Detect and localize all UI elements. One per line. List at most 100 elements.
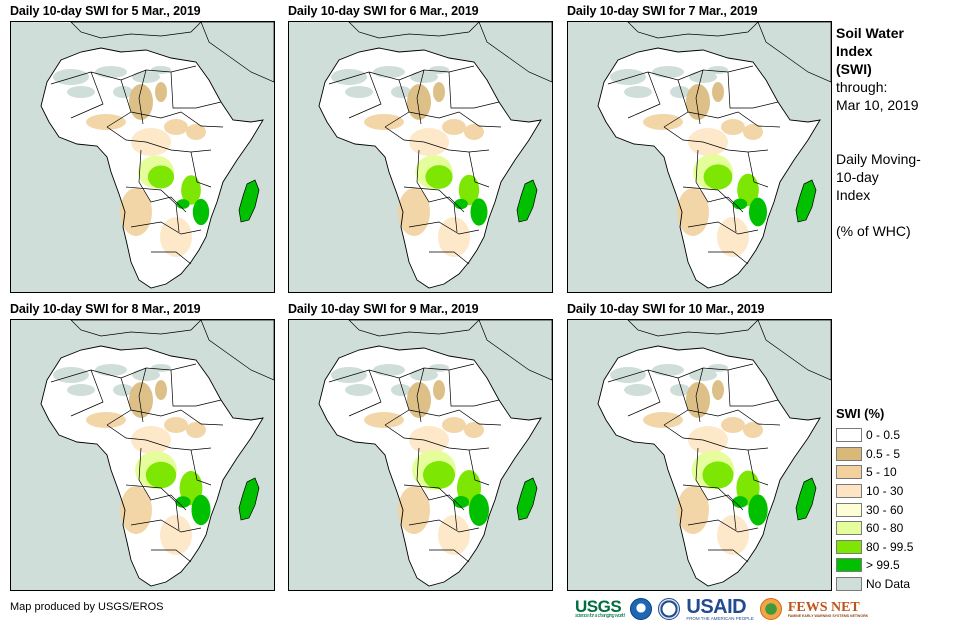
partner-logos: USGS science for a changing world USAID … [575,596,868,622]
index-description: Daily Moving- [836,151,921,167]
saturated-region-above-99 [191,494,211,526]
dry-soil-region [186,422,206,438]
dry-soil-region [712,380,724,400]
country-border [170,369,222,407]
noaa-logo-icon [630,598,653,620]
country-border [416,447,465,511]
country-border [408,221,480,235]
legend-swatch [836,484,862,499]
legend-swatch [836,521,862,536]
country-border [384,424,490,451]
legend-label: 10 - 30 [866,484,904,499]
fews-tagline: FAMINE EARLY WARNING SYSTEMS NETWORK [787,613,869,618]
country-border [695,149,744,213]
country-border [448,71,500,109]
madagascar [795,179,817,223]
country-border [403,484,458,531]
saturated-region-above-99 [192,198,210,226]
africa-coastline [597,47,821,289]
dry-soil-region [677,188,709,236]
country-border [125,484,180,531]
legend-item: 30 - 60 [836,500,913,519]
country-border [138,69,147,125]
country-border [138,367,147,423]
dry-soil-region [643,114,683,130]
legend-swatch [836,446,862,461]
legend-label: 5 - 10 [866,465,897,480]
country-border [348,71,382,119]
country-border [627,71,661,119]
saturated-region-above-99 [748,494,768,526]
no-data-region [345,86,373,98]
through-label: through: [836,79,888,95]
no-data-region [132,71,160,83]
africa-swi-map [10,319,275,591]
legend-label: 0.5 - 5 [866,446,901,461]
country-border [130,221,202,235]
wet-region-80-99 [425,165,453,189]
no-data-region [689,71,717,83]
through-date: Mar 10, 2019 [836,97,919,113]
units-label: (% of WHC) [836,223,911,239]
legend-item: No Data [836,575,913,594]
country-border [727,369,779,407]
country-border [663,424,769,451]
europe-landmass [348,320,480,337]
country-border [695,69,704,125]
africa-coastline [318,47,542,289]
info-title-line: (SWI) [836,61,872,77]
dry-soil-region [442,417,466,433]
map-canvas [568,22,831,292]
africa-swi-map [567,319,832,591]
dry-soil-region [743,422,763,438]
usgs-tagline: science for a changing world [575,612,625,619]
legend-item: 0 - 0.5 [836,426,913,445]
legend-item: 0.5 - 5 [836,445,913,464]
middle-east-landmass [478,22,552,83]
map-canvas [289,22,552,292]
dry-soil-region [164,417,188,433]
legend-title: SWI (%) [836,406,885,421]
dry-soil-region [120,188,152,236]
fews-net-logo: FEWS NET FAMINE EARLY WARNING SYSTEMS NE… [787,600,869,618]
country-border [130,409,224,426]
middle-east-landmass [200,320,274,381]
no-data-region [429,364,449,372]
fews-globe-icon [759,598,782,620]
no-data-region [113,86,133,98]
country-border [403,186,458,233]
no-data-region [331,69,367,85]
dry-soil-region [407,84,431,120]
wet-region-80-99 [147,165,175,189]
country-border [416,367,425,423]
usaid-logo: USAID FROM THE AMERICAN PEOPLE [686,597,753,621]
no-data-region [113,384,133,396]
country-border [695,367,704,423]
no-data-region [391,86,411,98]
no-data-region [373,66,405,78]
country-border [50,363,197,383]
credit-text: Map produced by USGS/EROS [10,601,164,613]
madagascar [516,477,538,521]
legend-swatch [836,465,862,480]
legend-swatch [836,558,862,573]
country-border [695,447,744,511]
africa-swi-map [10,21,275,293]
dry-soil-region [86,114,126,130]
dry-soil-region [129,382,153,418]
country-border [170,71,222,109]
dry-soil-region [643,412,683,428]
europe-landmass [70,22,202,39]
country-border [708,549,749,563]
country-border [682,484,737,531]
saturated-region-above-99 [470,198,488,226]
country-border [151,549,192,563]
country-border [125,186,180,233]
country-border [687,221,759,235]
legend-label: 30 - 60 [866,502,904,517]
country-border [328,65,475,85]
wet-region-80-99 [458,174,480,206]
country-border [708,251,749,265]
country-border [468,151,490,188]
country-border [416,149,465,213]
